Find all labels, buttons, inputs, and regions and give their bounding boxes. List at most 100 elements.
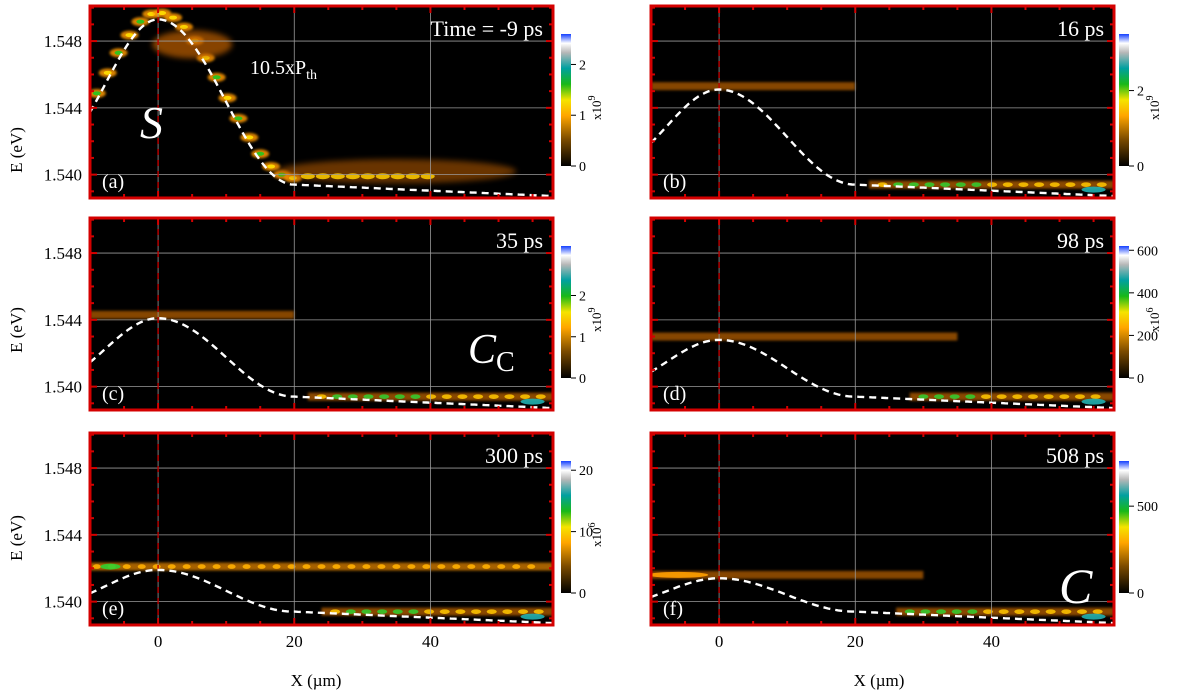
emission-band [90,310,295,319]
emission-core [347,394,358,399]
panel-a: 1.540 1.544 1.548 (a) Time = -9 ps 10.5xPth S 0… [44,4,604,200]
emission-core [420,173,435,180]
emission-core [179,24,188,29]
y-axis-label: E (eV) [7,307,26,353]
plot-body [651,218,1114,410]
colorbar-tick-label: 20 [579,464,593,479]
emission-core [424,609,435,614]
emission-core [92,564,101,569]
emission-core [361,609,372,614]
colorbar-gradient [561,34,571,166]
colorbar: 0 500 [1119,461,1158,602]
plot-background [90,433,553,625]
colorbar-tick-label: 0 [1137,372,1144,387]
x-tick-label: 20 [847,632,864,651]
emission-core [167,564,176,569]
emission-core [1092,609,1103,614]
emission-core [1081,613,1106,620]
emission-core [482,564,491,569]
emission-core [1061,609,1072,614]
time-label: 300 ps [485,443,543,468]
panel-frame [88,216,555,412]
emission-core [1049,182,1060,187]
power-annotation-subscript: th [306,68,317,83]
colorbar-multiplier-exponent: 9 [587,96,598,101]
emission-core [136,19,145,24]
emission-core [347,564,356,569]
emission-core [996,394,1007,399]
emission-core [103,70,112,75]
emission-core [426,394,437,399]
emission-glow [276,159,517,184]
emission-core [949,394,960,399]
emission-core [987,182,998,187]
emission-core [527,564,536,569]
colorbar-tick-label: 0 [1137,587,1144,602]
y-tick-label: 1.544 [44,526,83,545]
emission-core [212,564,221,569]
emission-core [362,564,371,569]
gridlines [90,433,553,625]
emission-core [535,394,546,399]
gridlines [651,6,1114,198]
emission-core [971,182,982,187]
panel-frame [649,4,1116,200]
gridlines [651,218,1114,410]
y-tick-label: 1.540 [44,378,82,397]
colorbar-gradient [1119,461,1129,593]
emission-core [471,609,482,614]
emission-core [317,564,326,569]
colorbar-multiplier-exponent: 6 [587,523,598,528]
emission-core [1074,394,1085,399]
tick-marks [650,218,1114,410]
heatmap-emission [90,8,517,184]
emission-core [182,564,191,569]
y-tick-label: 1.544 [44,99,83,118]
emission-core [998,609,1009,614]
colorbar-gradient [1119,246,1129,378]
emission-core [345,173,360,180]
y-tick-label: 1.540 [44,593,82,612]
emission-core [392,564,401,569]
x-axis-label: X (µm) [854,671,905,690]
potential-curve [90,316,553,410]
y-axis-label: E (eV) [7,515,26,561]
colorbar-tick-label: 0 [1137,160,1144,175]
region-label-subscript: C [496,347,515,378]
emission-core [441,394,452,399]
plot-body [90,218,553,410]
emission-core [125,33,134,38]
time-label: 508 ps [1046,443,1104,468]
emission-core [457,394,468,399]
emission-core [983,609,994,614]
region-label: S [140,97,163,148]
emission-core [502,609,513,614]
panel-frame [88,431,555,627]
emission-core [439,609,450,614]
gridlines [90,6,553,198]
panel-letter: (f) [663,598,683,620]
colorbar-gradient [561,461,571,593]
emission-core [360,173,375,180]
colorbar-multiplier: x106 [1145,308,1162,333]
x-tick-label: 20 [286,632,303,651]
emission-core [287,564,296,569]
emission-core [1014,609,1025,614]
emission-core [518,609,529,614]
plot-background [651,433,1114,625]
colorbar-tick-label: 0 [579,587,586,602]
emission-core [1043,394,1054,399]
emission-core [1027,394,1038,399]
emission-core [158,11,167,16]
emission-core [1059,394,1070,399]
colorbar-gradient [561,246,571,378]
colorbar-tick-label: 2 [579,58,586,73]
panel-frame [88,4,555,200]
emission-core [390,173,405,180]
colorbar-multiplier: x109 [1145,96,1162,121]
region-label: CC [468,327,515,378]
emission-core [533,609,544,614]
tick-marks [650,433,1114,625]
